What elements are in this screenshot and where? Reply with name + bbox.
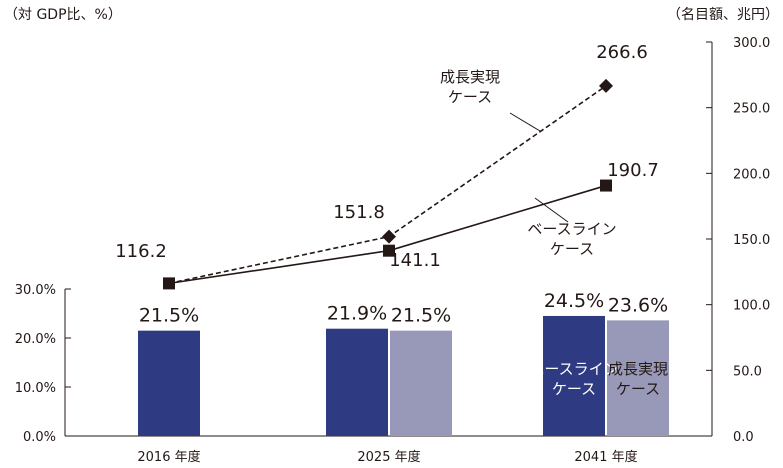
bar-value-label: 21.9% bbox=[327, 303, 387, 325]
line-value-label: 151.8 bbox=[333, 202, 385, 223]
x-tick-label: 2016 年度 bbox=[137, 449, 200, 465]
right-tick-label: 50.0 bbox=[733, 364, 762, 379]
bar-baseline bbox=[543, 315, 605, 436]
bar-value-label: 21.5% bbox=[391, 305, 451, 327]
bar-value-label: 24.5% bbox=[544, 290, 604, 312]
bar-inline-label: ケース bbox=[616, 380, 660, 398]
callout-label-growth: ケース bbox=[448, 88, 492, 106]
callout-label-baseline: ケース bbox=[550, 240, 594, 258]
bar-inline-label: ベースライン bbox=[529, 360, 618, 378]
right-tick-label: 200.0 bbox=[733, 167, 770, 182]
bar-inline-label: 成長実現 bbox=[608, 360, 668, 378]
left-tick-label: 20.0% bbox=[15, 332, 56, 347]
right-tick-label: 100.0 bbox=[733, 299, 770, 314]
right-axis-unit: （名目額、兆円） bbox=[667, 7, 779, 23]
bar-value-label: 21.5% bbox=[139, 305, 199, 327]
line-value-label: 141.1 bbox=[389, 250, 441, 271]
callout-label-baseline: ベースライン bbox=[527, 220, 616, 238]
marker-square bbox=[383, 244, 395, 257]
marker-diamond bbox=[599, 78, 613, 93]
x-tick-label: 2025 年度 bbox=[357, 449, 420, 465]
marker-diamond bbox=[382, 229, 396, 244]
line-value-label: 190.7 bbox=[607, 160, 659, 181]
bar-baseline bbox=[326, 328, 388, 436]
right-tick-label: 300.0 bbox=[733, 36, 770, 51]
x-tick-label: 2041 年度 bbox=[574, 449, 637, 465]
left-tick-label: 30.0% bbox=[15, 283, 56, 298]
right-tick-label: 0.0 bbox=[733, 430, 754, 445]
marker-square bbox=[600, 179, 612, 192]
marker-square bbox=[163, 277, 175, 290]
left-tick-label: 10.0% bbox=[15, 381, 56, 396]
bar-growth bbox=[390, 330, 452, 436]
line-value-label: 266.6 bbox=[596, 42, 648, 63]
callout-label-growth: 成長実現 bbox=[440, 68, 500, 86]
bar-inline-label: ケース bbox=[552, 380, 596, 398]
left-axis-unit: （対 GDP比、%） bbox=[4, 7, 122, 23]
bar-baseline bbox=[138, 330, 200, 436]
right-tick-label: 150.0 bbox=[733, 233, 770, 248]
bar-value-label: 23.6% bbox=[608, 294, 668, 316]
right-tick-label: 250.0 bbox=[733, 102, 770, 117]
callout-leader-growth bbox=[509, 112, 541, 132]
left-tick-label: 0.0% bbox=[23, 430, 56, 445]
callout-leader-baseline bbox=[534, 197, 569, 223]
bar-growth bbox=[607, 320, 669, 436]
line-value-label: 116.2 bbox=[115, 241, 167, 262]
